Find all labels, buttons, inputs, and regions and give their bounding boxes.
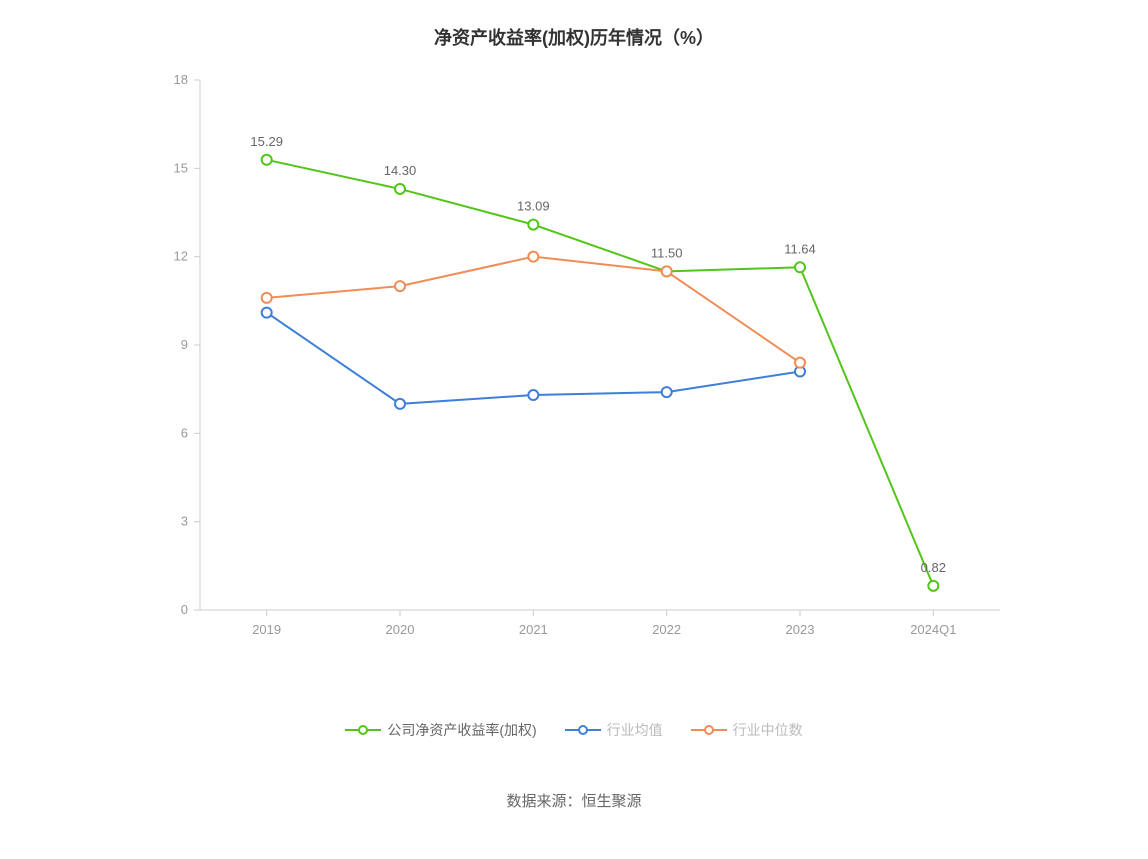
svg-text:2020: 2020 xyxy=(386,622,415,637)
legend-label-2: 行业中位数 xyxy=(733,720,803,740)
svg-text:15: 15 xyxy=(174,160,188,175)
series-marker-1-3 xyxy=(662,387,672,397)
legend-item-1[interactable]: 行业均值 xyxy=(565,720,663,740)
source-name: 恒生聚源 xyxy=(582,793,642,810)
legend-item-0[interactable]: 公司净资产收益率(加权) xyxy=(345,720,536,740)
series-label-0-0: 15.29 xyxy=(250,134,283,149)
chart-container: 净资产收益率(加权)历年情况（%） 0 3 6 9 12 15 18 2019 2020 2021… xyxy=(0,0,1148,859)
legend-label-1: 行业均值 xyxy=(607,720,663,740)
series-marker-1-1 xyxy=(395,399,405,409)
series-marker-1-0 xyxy=(262,308,272,318)
series-marker-2-1 xyxy=(395,281,405,291)
svg-text:2024Q1: 2024Q1 xyxy=(910,622,956,637)
legend-marker-1 xyxy=(565,723,601,737)
series-line-2 xyxy=(267,257,800,363)
svg-text:18: 18 xyxy=(174,72,188,87)
svg-text:2022: 2022 xyxy=(652,622,681,637)
legend: 公司净资产收益率(加权) 行业均值 行业中位数 xyxy=(0,720,1148,740)
chart-svg: 0 3 6 9 12 15 18 2019 2020 2021 2022 2023 2024Q1 15.2… xyxy=(140,70,1040,650)
series-label-0-5: 0.82 xyxy=(921,560,946,575)
data-source: 数据来源：恒生聚源 xyxy=(0,790,1148,811)
series-marker-2-4 xyxy=(795,358,805,368)
legend-marker-0 xyxy=(345,723,381,737)
series-marker-2-2 xyxy=(528,252,538,262)
svg-text:0: 0 xyxy=(181,602,188,617)
source-prefix: 数据来源： xyxy=(506,793,581,810)
svg-text:3: 3 xyxy=(181,514,188,529)
series-marker-2-0 xyxy=(262,293,272,303)
svg-text:2019: 2019 xyxy=(252,622,281,637)
svg-text:9: 9 xyxy=(181,337,188,352)
series-marker-1-2 xyxy=(528,390,538,400)
series-line-0 xyxy=(267,160,934,586)
legend-label-0: 公司净资产收益率(加权) xyxy=(387,720,536,740)
series-label-0-4: 11.64 xyxy=(784,241,816,256)
svg-text:2021: 2021 xyxy=(519,622,548,637)
series-label-0-3: 11.50 xyxy=(651,245,683,260)
series-marker-0-2 xyxy=(528,220,538,230)
series-marker-0-1 xyxy=(395,184,405,194)
plot-area: 0 3 6 9 12 15 18 2019 2020 2021 2022 2023 2024Q1 15.2… xyxy=(140,70,1040,650)
svg-text:6: 6 xyxy=(181,425,188,440)
series-marker-2-3 xyxy=(662,266,672,276)
svg-text:12: 12 xyxy=(174,249,188,264)
series-marker-0-5 xyxy=(928,581,938,591)
legend-item-2[interactable]: 行业中位数 xyxy=(691,720,803,740)
series-marker-0-4 xyxy=(795,262,805,272)
series-marker-0-0 xyxy=(262,155,272,165)
series-label-0-2: 13.09 xyxy=(517,199,550,214)
legend-marker-2 xyxy=(691,723,727,737)
chart-title: 净资产收益率(加权)历年情况（%） xyxy=(0,24,1148,50)
series-label-0-1: 14.30 xyxy=(384,163,417,178)
svg-text:2023: 2023 xyxy=(786,622,815,637)
